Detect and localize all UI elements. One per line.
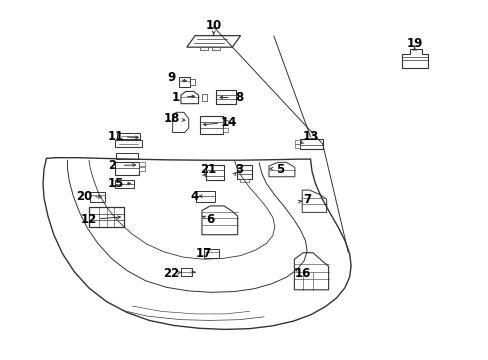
Text: 1: 1 xyxy=(172,91,180,104)
Bar xyxy=(139,167,145,171)
Bar xyxy=(90,192,105,202)
Text: 8: 8 xyxy=(235,91,243,104)
Text: 14: 14 xyxy=(220,116,237,129)
Bar xyxy=(223,120,227,124)
Text: 3: 3 xyxy=(235,163,243,176)
Bar xyxy=(223,128,227,132)
Bar xyxy=(115,180,134,188)
Polygon shape xyxy=(294,253,328,290)
Bar xyxy=(179,77,190,87)
Text: 19: 19 xyxy=(406,37,422,50)
Polygon shape xyxy=(181,91,198,104)
Text: 12: 12 xyxy=(81,213,97,226)
Text: 20: 20 xyxy=(76,190,92,203)
Bar xyxy=(195,191,215,202)
Text: 21: 21 xyxy=(199,163,216,176)
Text: 5: 5 xyxy=(275,163,283,176)
Text: 6: 6 xyxy=(206,213,214,226)
Bar xyxy=(236,165,252,179)
Bar xyxy=(190,79,195,85)
Bar xyxy=(199,116,223,134)
Bar xyxy=(205,165,224,180)
Bar xyxy=(115,162,139,175)
Text: 10: 10 xyxy=(205,19,222,32)
Bar xyxy=(202,94,207,101)
Text: 7: 7 xyxy=(303,193,310,206)
Polygon shape xyxy=(402,49,427,68)
Text: 4: 4 xyxy=(190,190,198,203)
Bar xyxy=(115,140,142,147)
Bar xyxy=(212,47,220,50)
Polygon shape xyxy=(172,112,188,132)
Bar xyxy=(299,139,323,149)
Text: 2: 2 xyxy=(108,159,116,172)
Text: 9: 9 xyxy=(167,71,175,84)
Bar xyxy=(216,90,235,104)
Bar xyxy=(116,153,138,159)
Polygon shape xyxy=(268,162,294,177)
Text: 18: 18 xyxy=(163,112,180,125)
Bar xyxy=(181,268,192,276)
Bar xyxy=(200,47,207,50)
Polygon shape xyxy=(202,206,237,235)
Bar xyxy=(89,207,124,227)
Polygon shape xyxy=(186,36,240,47)
Bar xyxy=(294,140,299,144)
Text: 17: 17 xyxy=(195,247,212,260)
Text: 13: 13 xyxy=(302,130,318,143)
Text: 22: 22 xyxy=(163,267,179,280)
Text: 11: 11 xyxy=(107,130,124,143)
Bar xyxy=(294,144,299,148)
Text: 15: 15 xyxy=(107,177,124,190)
Text: 16: 16 xyxy=(294,267,311,280)
Bar xyxy=(117,133,140,139)
Bar xyxy=(203,249,218,258)
Bar xyxy=(139,162,145,166)
Bar xyxy=(239,179,249,182)
Polygon shape xyxy=(302,190,326,212)
